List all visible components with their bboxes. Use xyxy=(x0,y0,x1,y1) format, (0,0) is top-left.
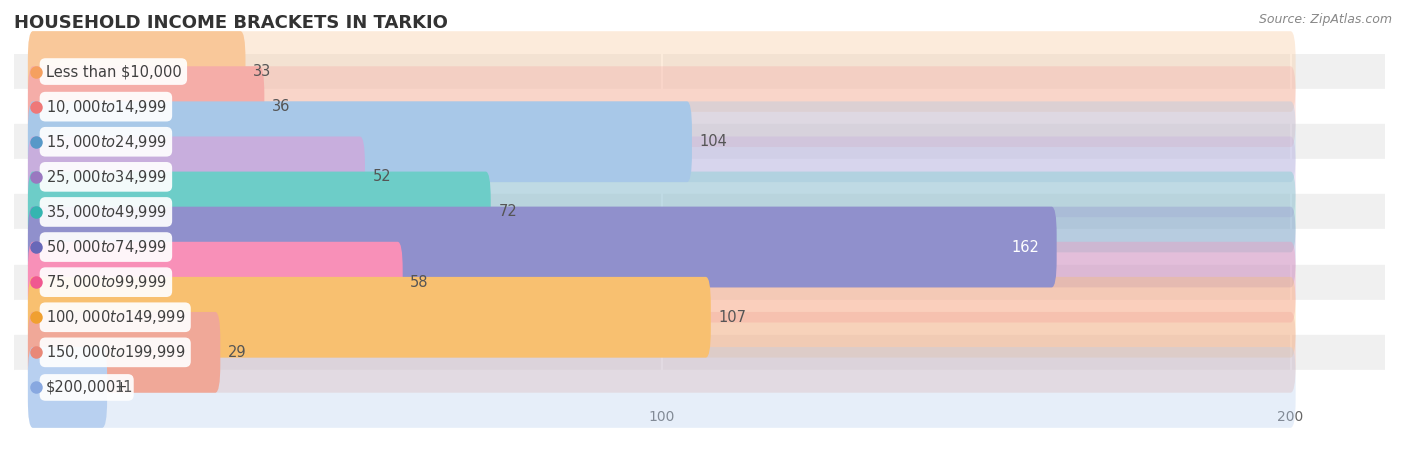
Bar xyxy=(14,124,1385,159)
FancyBboxPatch shape xyxy=(28,101,692,182)
Text: $35,000 to $49,999: $35,000 to $49,999 xyxy=(45,203,166,221)
FancyBboxPatch shape xyxy=(28,31,246,112)
Text: 72: 72 xyxy=(498,204,517,220)
FancyBboxPatch shape xyxy=(28,101,1295,182)
FancyBboxPatch shape xyxy=(28,312,221,393)
Bar xyxy=(14,194,1385,230)
Bar xyxy=(14,370,1385,405)
Text: 162: 162 xyxy=(1011,239,1039,255)
FancyBboxPatch shape xyxy=(28,136,366,217)
Text: 11: 11 xyxy=(115,380,134,395)
FancyBboxPatch shape xyxy=(28,207,1057,288)
FancyBboxPatch shape xyxy=(28,171,491,252)
Text: 29: 29 xyxy=(228,345,246,360)
Text: $15,000 to $24,999: $15,000 to $24,999 xyxy=(45,133,166,151)
Text: 36: 36 xyxy=(271,99,290,114)
Bar xyxy=(14,300,1385,335)
FancyBboxPatch shape xyxy=(28,136,1295,217)
Bar xyxy=(14,230,1385,265)
FancyBboxPatch shape xyxy=(28,66,264,147)
FancyBboxPatch shape xyxy=(28,207,1295,288)
FancyBboxPatch shape xyxy=(28,242,1295,323)
Text: $100,000 to $149,999: $100,000 to $149,999 xyxy=(45,308,186,326)
Text: $150,000 to $199,999: $150,000 to $199,999 xyxy=(45,343,186,361)
FancyBboxPatch shape xyxy=(28,31,1295,112)
Text: 104: 104 xyxy=(700,134,727,149)
FancyBboxPatch shape xyxy=(28,277,711,358)
FancyBboxPatch shape xyxy=(28,312,1295,393)
Bar xyxy=(14,54,1385,89)
Text: Source: ZipAtlas.com: Source: ZipAtlas.com xyxy=(1258,14,1392,27)
Text: 58: 58 xyxy=(411,274,429,290)
Text: $75,000 to $99,999: $75,000 to $99,999 xyxy=(45,273,166,291)
Text: $25,000 to $34,999: $25,000 to $34,999 xyxy=(45,168,166,186)
FancyBboxPatch shape xyxy=(28,242,402,323)
Text: 107: 107 xyxy=(718,310,747,325)
Text: HOUSEHOLD INCOME BRACKETS IN TARKIO: HOUSEHOLD INCOME BRACKETS IN TARKIO xyxy=(14,14,449,32)
FancyBboxPatch shape xyxy=(28,171,1295,252)
FancyBboxPatch shape xyxy=(28,66,1295,147)
FancyBboxPatch shape xyxy=(28,347,1295,428)
FancyBboxPatch shape xyxy=(28,277,1295,358)
Text: $50,000 to $74,999: $50,000 to $74,999 xyxy=(45,238,166,256)
Bar xyxy=(14,265,1385,300)
Bar xyxy=(14,335,1385,370)
Text: 33: 33 xyxy=(253,64,271,79)
FancyBboxPatch shape xyxy=(28,347,107,428)
Text: $10,000 to $14,999: $10,000 to $14,999 xyxy=(45,98,166,116)
Bar xyxy=(14,89,1385,124)
Text: 52: 52 xyxy=(373,169,391,184)
Bar xyxy=(14,159,1385,194)
Text: Less than $10,000: Less than $10,000 xyxy=(45,64,181,79)
Text: $200,000+: $200,000+ xyxy=(45,380,128,395)
